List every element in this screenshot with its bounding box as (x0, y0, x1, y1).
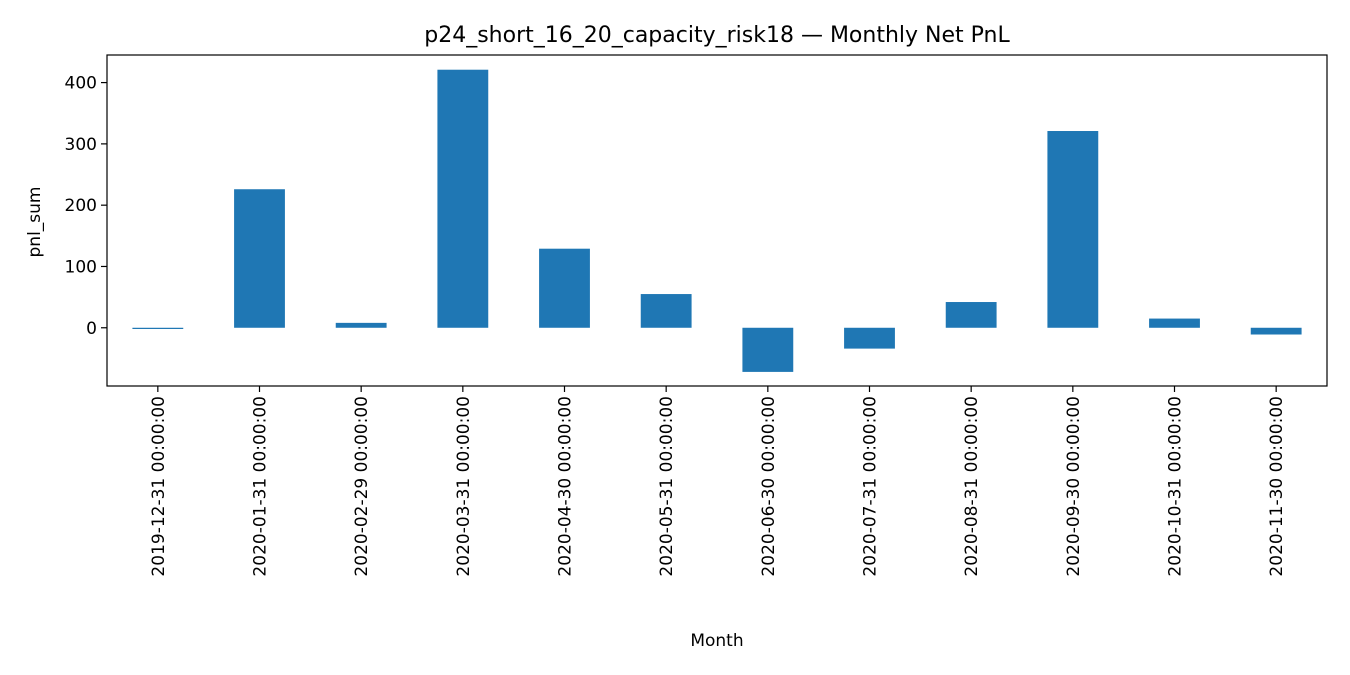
bar-4 (539, 248, 590, 328)
x-tick-label-0: 2019-12-31 00:00:00 (149, 396, 169, 577)
x-tick-label-1: 2020-01-31 00:00:00 (251, 396, 271, 577)
y-tick-label-3: 300 (65, 135, 97, 155)
bar-2 (335, 322, 387, 328)
y-tick-label-1: 100 (65, 257, 97, 277)
x-tick-label-10: 2020-10-31 00:00:00 (1166, 396, 1186, 577)
y-axis-label: pnl_sum (25, 187, 45, 258)
x-tick-label-2: 2020-02-29 00:00:00 (352, 396, 372, 577)
x-tick-label-6: 2020-06-30 00:00:00 (759, 396, 779, 577)
y-tick-label-0: 0 (86, 319, 97, 339)
bar-0 (132, 327, 184, 329)
bar-1 (234, 189, 285, 328)
x-tick-label-4: 2020-04-30 00:00:00 (556, 396, 576, 577)
y-axis: 0 100 200 300 400 (65, 74, 107, 339)
x-tick-label-3: 2020-03-31 00:00:00 (454, 396, 474, 577)
plot-area-frame (106, 54, 1328, 387)
bar-5 (640, 294, 692, 328)
bar-series (132, 69, 1302, 372)
bar-6 (742, 327, 794, 372)
bar-3 (437, 69, 489, 328)
bar-11 (1250, 327, 1302, 335)
x-tick-label-7: 2020-07-31 00:00:00 (861, 396, 881, 577)
y-tick-label-4: 400 (65, 74, 97, 94)
x-tick-label-8: 2020-08-31 00:00:00 (962, 396, 982, 577)
bar-8 (945, 302, 997, 328)
bar-7 (844, 327, 895, 349)
x-tick-label-11: 2020-11-30 00:00:00 (1267, 396, 1287, 577)
x-tick-label-9: 2020-09-30 00:00:00 (1064, 396, 1084, 577)
bar-10 (1149, 318, 1200, 328)
x-axis: 2019-12-31 00:00:00 2020-01-31 00:00:00 20… (149, 386, 1287, 577)
bar-9 (1047, 131, 1099, 328)
y-tick-label-2: 200 (65, 196, 97, 216)
chart-title: p24_short_16_20_capacity_risk18 — Monthl… (424, 23, 1010, 48)
x-tick-label-5: 2020-05-31 00:00:00 (657, 396, 677, 577)
x-axis-label: Month (690, 631, 743, 651)
